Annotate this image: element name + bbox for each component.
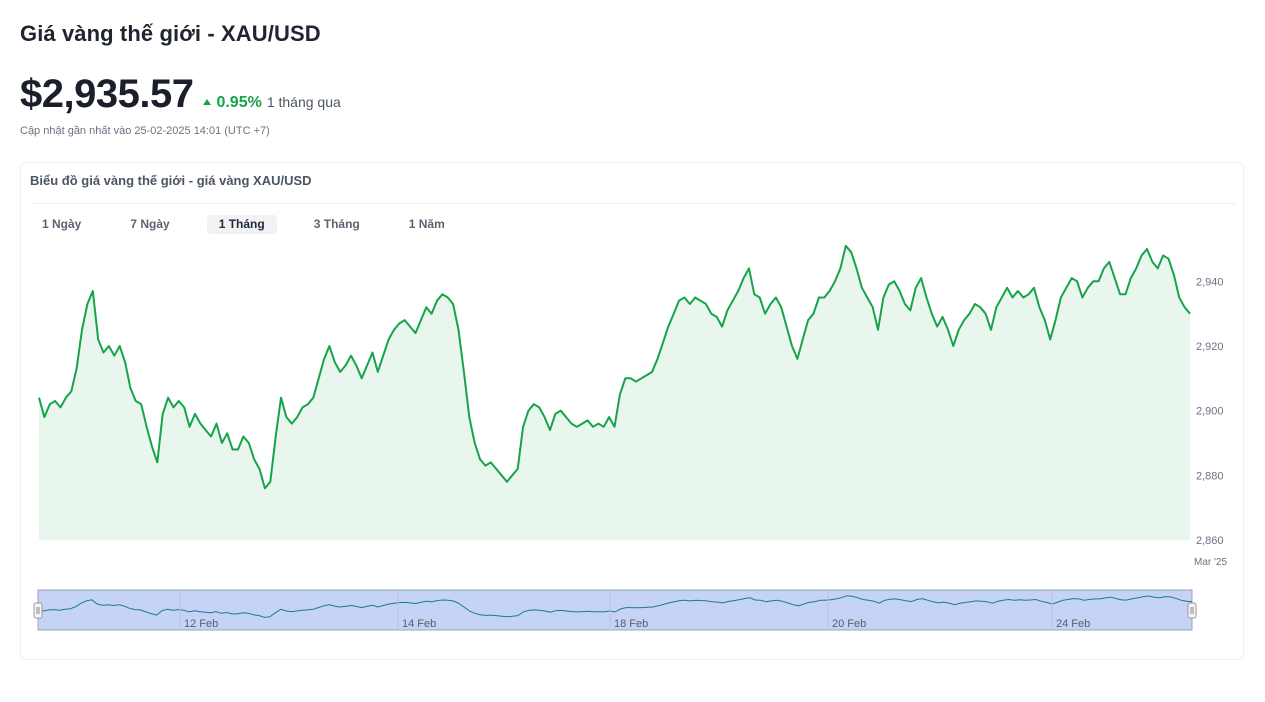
- price-line: [38, 244, 1191, 490]
- range-tabs: 1 Ngày 7 Ngày 1 Tháng 3 Tháng 1 Năm: [30, 215, 482, 234]
- x-end-label: Mar '25: [1194, 557, 1227, 568]
- last-updated: Cập nhật gần nhất vào 25-02-2025 14:01 (…: [20, 125, 270, 137]
- navigator-date-label: 14 Feb: [402, 618, 436, 630]
- change-period: 1 tháng qua: [266, 94, 341, 110]
- price-row: $2,935.57 0.95% 1 tháng qua: [20, 72, 341, 117]
- y-tick-label: 2,940: [1196, 276, 1224, 288]
- y-tick-label: 2,900: [1196, 406, 1224, 418]
- tab-1-year[interactable]: 1 Năm: [408, 217, 445, 231]
- navigator-date-label: 12 Feb: [184, 618, 218, 630]
- chart-card-title: Biểu đồ giá vàng thế giới - giá vàng XAU…: [30, 173, 312, 188]
- tab-7-days[interactable]: 7 Ngày: [130, 217, 170, 231]
- navigator-date-label: 24 Feb: [1056, 618, 1090, 630]
- price-area: [39, 245, 1190, 541]
- current-price: $2,935.57: [20, 72, 194, 116]
- tab-3-months[interactable]: 3 Tháng: [313, 217, 360, 231]
- divider: [30, 203, 1235, 204]
- navigator-date-label: 20 Feb: [832, 618, 866, 630]
- triangle-up-icon: [203, 99, 212, 105]
- change-percent: 0.95%: [216, 94, 262, 111]
- navigator-line: [37, 595, 1193, 618]
- navigator-date-label: 18 Feb: [614, 618, 648, 630]
- tab-1-month[interactable]: 1 Tháng: [206, 215, 277, 234]
- navigator-left-handle[interactable]: [33, 602, 43, 619]
- page-title: Giá vàng thế giới - XAU/USD: [20, 21, 321, 46]
- y-tick-label: 2,860: [1196, 535, 1224, 547]
- y-tick-label: 2,880: [1196, 470, 1224, 482]
- price-change: 0.95% 1 tháng qua: [203, 94, 341, 112]
- navigator-right-handle[interactable]: [1187, 602, 1197, 619]
- y-tick-label: 2,920: [1196, 341, 1224, 353]
- tab-1-day[interactable]: 1 Ngày: [42, 217, 82, 231]
- chart-card: Biểu đồ giá vàng thế giới - giá vàng XAU…: [20, 162, 1244, 660]
